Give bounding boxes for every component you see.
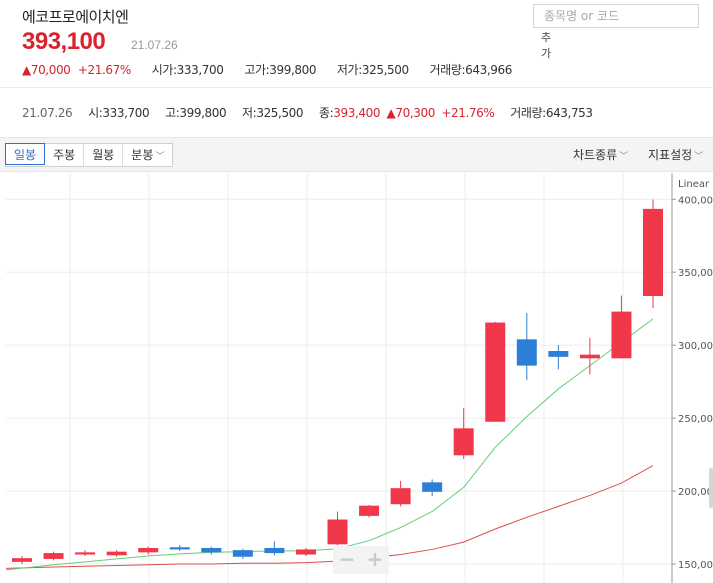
detail-high-label: 고 xyxy=(165,106,176,120)
current-price: 393,100 xyxy=(22,28,106,55)
y-tick-label: 350,000 xyxy=(678,268,713,279)
high-label: 고가 xyxy=(244,63,266,77)
detail-low: 325,500 xyxy=(256,106,304,120)
detail-close-label: 종 xyxy=(319,106,330,120)
tab-daily[interactable]: 일봉 xyxy=(5,143,46,165)
open-label: 시가 xyxy=(151,63,174,77)
y-tick-label: 150,000 xyxy=(678,560,713,571)
detail-open: 333,700 xyxy=(102,106,150,120)
candle-body xyxy=(548,351,569,357)
indicator-label: 지표설정 xyxy=(648,148,693,162)
price-change-pct: +21.67% xyxy=(77,63,131,77)
open-value: 333,700 xyxy=(176,63,224,77)
stock-search-input[interactable] xyxy=(534,5,698,27)
tab-monthly[interactable]: 월봉 xyxy=(84,144,124,166)
chevron-down-icon: ﹀ xyxy=(694,152,704,162)
price-chart[interactable]: 150,000 200,000 250,000 300,000 350,000 400,0… xyxy=(0,173,713,583)
candle-body xyxy=(516,339,537,366)
chart-type-dropdown[interactable]: 차트종류 ﹀ xyxy=(573,146,628,163)
zoom-controls: − + xyxy=(333,546,389,574)
y-tick-label: 400,000 xyxy=(678,195,713,206)
candle-body xyxy=(232,550,253,557)
tab-minute-label: 분봉 xyxy=(131,148,154,162)
candlestick-chart-svg[interactable]: 150,000 200,000 250,000 300,000 350,000 400,0… xyxy=(0,173,713,583)
chart-type-label: 차트종류 xyxy=(573,148,618,162)
price-date: 21.07.26 xyxy=(131,38,178,52)
tab-weekly[interactable]: 주봉 xyxy=(45,144,85,166)
candle-body xyxy=(485,322,506,422)
chevron-down-icon: ﹀ xyxy=(619,152,629,162)
candle-body xyxy=(643,208,663,296)
ohlc-detail: 21.07.26 시:333,700 고:399,800 저:325,500 종… xyxy=(22,106,593,120)
candle-body xyxy=(422,482,443,492)
add-button[interactable]: 추가 xyxy=(533,29,561,60)
zoom-out-button[interactable]: − xyxy=(338,547,356,571)
candle-body xyxy=(43,553,64,559)
price-summary: ▲70,000 +21.67% 시가:333,700 고가:399,800 저가… xyxy=(22,63,512,77)
candle-body xyxy=(359,505,380,516)
y-tick-label: 300,000 xyxy=(678,341,713,352)
indicator-settings-dropdown[interactable]: 지표설정 ﹀ xyxy=(648,146,703,163)
ma-long-line xyxy=(5,465,654,569)
stock-search-box[interactable] xyxy=(533,4,699,28)
zoom-in-button[interactable]: + xyxy=(366,547,384,571)
period-tabs: 일봉 주봉 월봉 분봉 ﹀ xyxy=(5,143,174,167)
candle-body xyxy=(106,551,127,556)
candle-body xyxy=(12,558,32,562)
tab-minute[interactable]: 분봉 ﹀ xyxy=(123,144,172,166)
detail-change-pct: +21.76% xyxy=(441,106,495,120)
chart-toolbar: 일봉 주봉 월봉 분봉 ﹀ 차트종류 ﹀ 지표설정 ﹀ xyxy=(0,137,713,172)
candle-body xyxy=(579,354,600,359)
divider xyxy=(0,87,713,88)
scrollbar-thumb[interactable] xyxy=(709,468,713,508)
detail-high: 399,800 xyxy=(179,106,227,120)
price-change: ▲70,000 xyxy=(22,63,71,77)
scale-label: Linear xyxy=(678,179,710,190)
candle-body xyxy=(264,547,285,554)
detail-close: 393,400 xyxy=(333,106,381,120)
candle-body xyxy=(295,549,316,555)
candle-body xyxy=(390,488,411,505)
detail-volume: 643,753 xyxy=(545,106,593,120)
stock-name: 에코프로에이치엔 xyxy=(22,8,129,26)
candle-body xyxy=(138,547,159,553)
candle-body xyxy=(75,552,96,555)
low-value: 325,500 xyxy=(361,63,409,77)
detail-low-label: 저 xyxy=(242,106,253,120)
candle-body xyxy=(201,547,222,553)
y-tick-label: 250,000 xyxy=(678,414,713,425)
detail-change: ▲70,300 xyxy=(386,106,436,120)
candle-body xyxy=(169,547,190,550)
candle-body xyxy=(453,428,474,456)
detail-volume-label: 거래량 xyxy=(510,106,543,120)
detail-open-label: 시 xyxy=(88,106,99,120)
volume-label: 거래량 xyxy=(429,63,462,77)
chevron-down-icon: ﹀ xyxy=(155,152,165,162)
volume-value: 643,966 xyxy=(465,63,512,77)
detail-date: 21.07.26 xyxy=(22,106,73,120)
candle-body xyxy=(611,311,632,359)
high-value: 399,800 xyxy=(269,63,317,77)
y-tick-label: 200,000 xyxy=(678,487,713,498)
candle-body xyxy=(327,519,348,545)
low-label: 저가 xyxy=(336,63,359,77)
